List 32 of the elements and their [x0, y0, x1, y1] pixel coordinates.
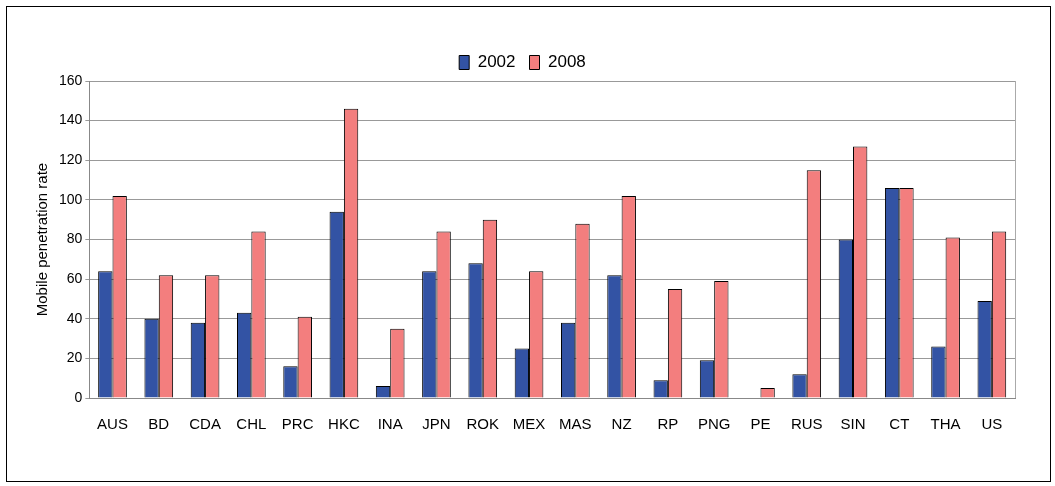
y-tick-label: 160	[59, 71, 83, 88]
x-tick-label: BD	[148, 415, 170, 433]
x-tick-label: PRC	[281, 415, 314, 433]
x-tick-label: CDA	[189, 415, 221, 433]
y-tick-label: 60	[66, 269, 83, 286]
x-tick-label: AUS	[97, 415, 128, 433]
x-tick-label: NZ	[611, 415, 632, 433]
x-tick-label: PNG	[697, 415, 731, 433]
x-tick-label: RP	[657, 415, 679, 433]
y-tick-label: 40	[66, 309, 83, 326]
legend-label: 2002	[477, 52, 516, 72]
y-tick-label: 80	[66, 230, 83, 247]
y-tick-label: 140	[59, 111, 83, 128]
x-tick-label: THA	[930, 415, 961, 433]
y-tick-label: 100	[59, 190, 83, 207]
y-tick-label: 120	[59, 151, 83, 168]
x-tick-label: RUS	[790, 415, 823, 433]
y-tick-label: 20	[66, 349, 83, 366]
x-tick-label: CHL	[236, 415, 267, 433]
x-tick-label: CT	[889, 415, 910, 433]
x-tick-label: US	[981, 415, 1003, 433]
x-tick-label: MEX	[512, 415, 546, 433]
x-tick-label: HKC	[328, 415, 360, 433]
y-axis-title: Mobile penetration rate	[33, 162, 51, 317]
x-tick-label: SIN	[840, 415, 866, 433]
x-tick-label: MAS	[559, 415, 592, 433]
y-tick-label: 0	[74, 388, 83, 405]
x-tick-label: PE	[750, 415, 771, 433]
legend-label: 2008	[548, 52, 586, 72]
x-tick-label: ROK	[466, 415, 500, 433]
x-tick-label: INA	[377, 415, 403, 433]
x-tick-label: JPN	[422, 415, 451, 433]
